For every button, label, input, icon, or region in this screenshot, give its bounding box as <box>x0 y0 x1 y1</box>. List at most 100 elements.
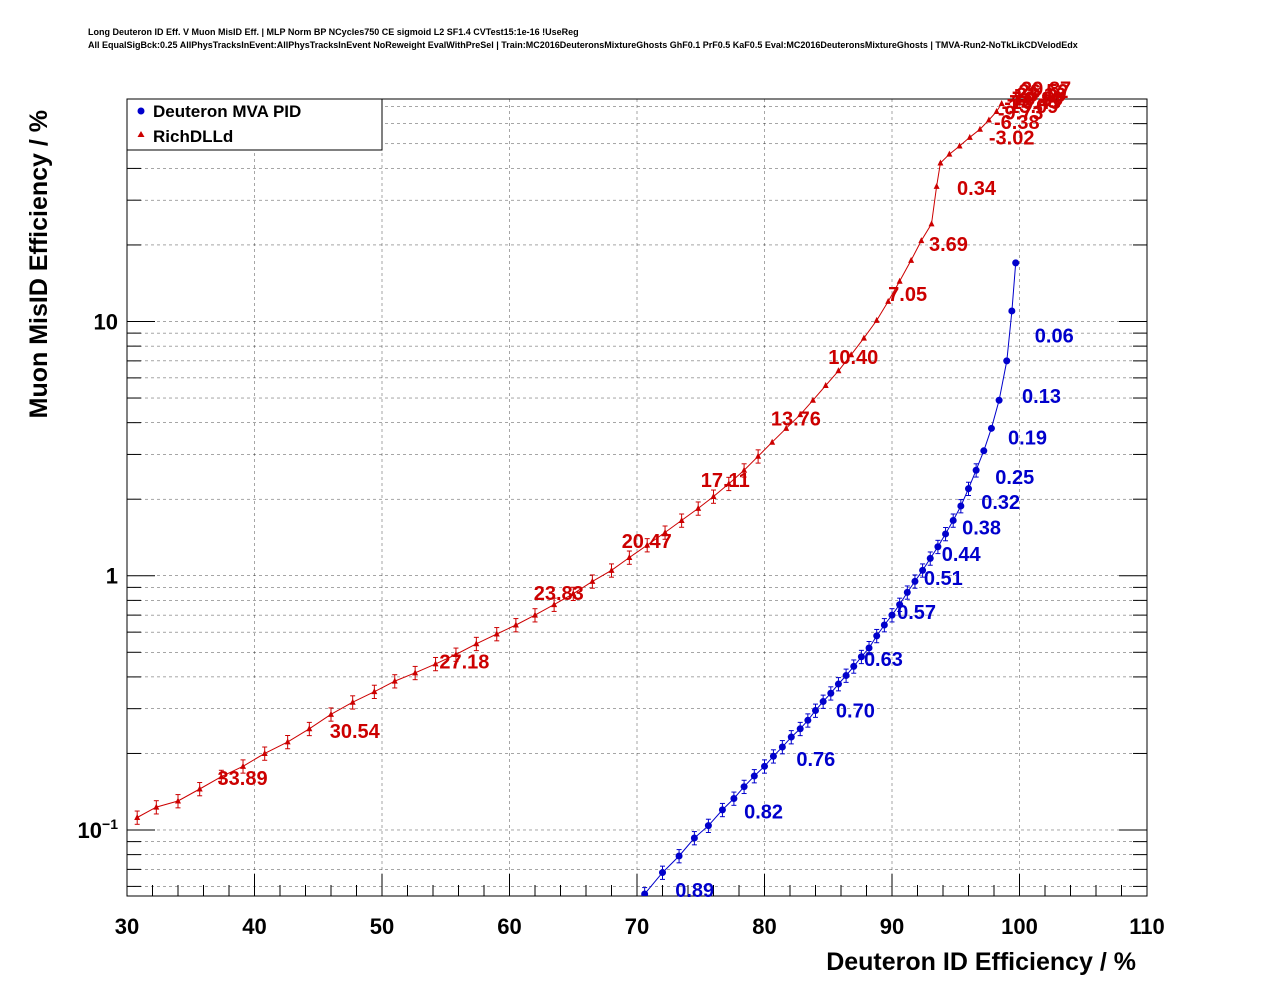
data-point <box>240 762 247 769</box>
legend-marker-richdll <box>137 131 145 137</box>
data-point <box>778 743 786 751</box>
data-point <box>885 297 892 304</box>
data-point <box>985 116 992 123</box>
data-point <box>196 785 203 792</box>
data-point <box>783 424 790 431</box>
data-point <box>175 797 181 804</box>
title-line-1: Long Deuteron ID Eff. V Muon MisID Eff. … <box>88 27 579 37</box>
data-point <box>659 869 666 877</box>
cut-label: 7.05 <box>888 284 927 306</box>
data-point <box>873 316 880 323</box>
data-point <box>787 733 795 741</box>
series-line-1 <box>136 103 1003 818</box>
data-point <box>822 382 829 389</box>
data-point <box>755 452 762 459</box>
data-point <box>704 822 712 830</box>
data-point <box>532 611 538 618</box>
cut-label: 0.38 <box>962 517 1001 539</box>
cut-label: -9.73 <box>998 102 1044 124</box>
title-line-2: All EqualSigBck:0.25 AllPhysTracksInEven… <box>88 40 1078 50</box>
cut-label: -26.52 <box>1012 81 1069 103</box>
data-point <box>761 762 768 770</box>
data-point <box>662 528 669 535</box>
data-point <box>725 480 732 487</box>
cut-label: 0.06 <box>1035 326 1074 348</box>
legend-box <box>126 98 383 151</box>
cut-label: 0.89 <box>675 880 714 902</box>
x-tick-label: 90 <box>880 914 904 939</box>
data-point <box>860 334 867 341</box>
legend-marker-mva <box>137 107 145 115</box>
data-point <box>835 367 842 374</box>
data-point <box>956 142 963 149</box>
data-point <box>946 150 953 157</box>
cut-label: -19.80 <box>1007 88 1064 110</box>
data-point <box>512 621 519 628</box>
data-point <box>903 588 911 596</box>
data-point <box>551 601 558 608</box>
x-tick-label: 60 <box>497 914 521 939</box>
cut-label: 0.32 <box>981 492 1020 514</box>
data-point <box>690 834 698 842</box>
data-point <box>641 890 649 896</box>
x-tick-label: 50 <box>370 914 394 939</box>
cut-label-layer: 0.89 0.82 0.76 0.70 0.63 0.57 0.510.44 0.38 0.32… <box>218 78 1074 902</box>
data-point <box>848 351 855 358</box>
data-point <box>857 653 865 661</box>
cut-label: 0.13 <box>1022 386 1061 408</box>
cut-label: 0.44 <box>942 544 982 566</box>
data-point <box>812 707 819 715</box>
data-point <box>827 689 835 697</box>
data-point <box>349 698 356 705</box>
cut-label: 30.54 <box>330 721 381 743</box>
data-point <box>769 438 776 445</box>
data-point <box>710 492 717 499</box>
data-point <box>880 621 888 629</box>
legend-label-mva: Deuteron MVA PID <box>153 102 301 121</box>
data-point <box>919 566 927 574</box>
data-point <box>261 749 268 756</box>
data-point <box>949 516 957 524</box>
x-axis-title: Deuteron ID Efficiency / % <box>826 948 1136 976</box>
y-tick-label: 10 <box>94 309 118 334</box>
data-point <box>134 813 141 820</box>
data-point <box>995 396 1003 404</box>
series-layer <box>134 100 1020 896</box>
cut-label: -16.45 <box>1004 92 1061 114</box>
data-point <box>957 502 965 510</box>
data-point <box>937 159 944 166</box>
data-point <box>834 680 842 688</box>
data-point <box>284 738 291 745</box>
data-point <box>750 772 758 780</box>
data-point <box>918 237 925 244</box>
data-point <box>888 611 896 619</box>
y-axis-title: Muon MisID Efficiency / % <box>25 110 53 418</box>
cut-label: 13.76 <box>771 409 821 431</box>
y-tick-label: 10−1 <box>78 816 119 843</box>
axis-ticks: 30 40 50 60 70 80 90 100 110 10 1 10−1 <box>78 106 1165 939</box>
data-point <box>987 424 995 432</box>
data-point <box>934 543 942 551</box>
data-point <box>976 125 983 132</box>
data-point <box>1012 259 1020 267</box>
data-point <box>412 669 419 676</box>
data-point <box>980 447 988 455</box>
data-point <box>998 100 1005 107</box>
data-point <box>965 485 972 493</box>
data-point <box>695 504 702 511</box>
data-point <box>432 660 439 667</box>
data-point <box>608 566 615 573</box>
cut-label: 0.57 <box>897 602 936 624</box>
y-tick-label: 1 <box>106 564 118 589</box>
cut-label: -29.87 <box>1014 78 1071 100</box>
cut-label: 17.11 <box>701 470 750 492</box>
data-point <box>942 530 950 538</box>
data-point <box>911 577 919 585</box>
cut-label: -6.38 <box>994 112 1040 134</box>
cut-label: 10.40 <box>828 347 878 369</box>
data-point <box>809 396 816 403</box>
cut-label: 0.63 <box>864 649 903 671</box>
data-point <box>589 577 596 584</box>
data-point <box>570 590 577 597</box>
data-point <box>769 752 777 760</box>
